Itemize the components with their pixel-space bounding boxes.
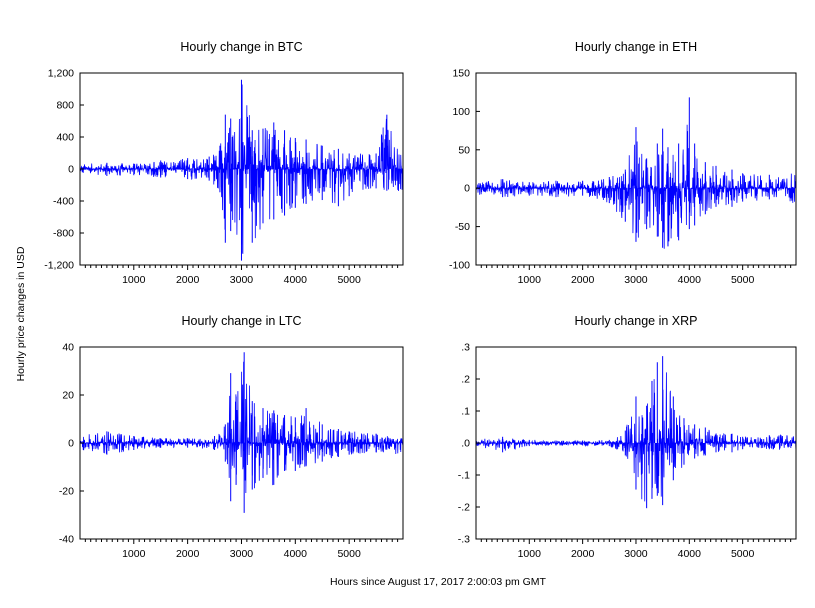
eth-xtick-label-0: 1000 <box>518 274 542 286</box>
btc-xtick-label-4: 5000 <box>337 274 361 286</box>
xrp-ytick-label-2: -.1 <box>458 470 470 482</box>
xrp-ytick-label-5: .2 <box>461 374 470 386</box>
eth-xtick-label-4: 5000 <box>731 274 755 286</box>
ltc-ytick-label-2: 0 <box>68 438 74 450</box>
ltc-xtick-label-3: 4000 <box>284 548 308 560</box>
panels: Hourly change in BTC-1,200-800-400040080… <box>44 40 797 560</box>
xrp-xtick-label-4: 5000 <box>731 548 755 560</box>
xrp-xtick-label-3: 4000 <box>678 548 702 560</box>
panel-xrp: Hourly change in XRP -.3 -.2 -.1 .0 .1 .2 .3 100… <box>458 314 797 560</box>
xrp-ytick-label-6: .3 <box>461 342 470 354</box>
panel-btc: Hourly change in BTC -1,200 -800 -400 0 400 80… <box>44 40 404 286</box>
eth-title: Hourly change in ETH <box>575 40 697 54</box>
eth-ytick-label-1: -50 <box>455 221 470 233</box>
eth-xtick-label-1: 2000 <box>571 274 595 286</box>
btc-ytick-label-3: 0 <box>68 164 74 176</box>
xrp-xtick-label-2: 3000 <box>624 548 648 560</box>
ltc-xtick-label-0: 1000 <box>122 548 146 560</box>
eth-ytick-label-4: 100 <box>452 106 470 118</box>
btc-ytick-label-4: 400 <box>56 132 74 144</box>
btc-title: Hourly change in BTC <box>180 40 302 54</box>
eth-ytick-label-5: 150 <box>452 68 470 80</box>
ltc-title: Hourly change in LTC <box>182 314 302 328</box>
eth-xtick-label-2: 3000 <box>624 274 648 286</box>
ltc-xtick-label-1: 2000 <box>176 548 200 560</box>
btc-xtick-label-0: 1000 <box>122 274 146 286</box>
btc-ytick-label-6: 1,200 <box>48 68 74 80</box>
ltc-ytick-label-1: -20 <box>59 486 74 498</box>
xrp-ytick-label-1: -.2 <box>458 502 470 514</box>
btc-ytick-label-0: -1,200 <box>44 260 74 272</box>
xrp-ytick-label-3: .0 <box>461 438 470 450</box>
ltc-series-line <box>80 361 403 493</box>
xrp-xtick-label-0: 1000 <box>518 548 542 560</box>
btc-xtick-label-3: 4000 <box>284 274 308 286</box>
btc-xtick-label-2: 3000 <box>230 274 254 286</box>
eth-ytick-label-0: -100 <box>449 260 470 272</box>
panel-ltc: Hourly change in LTC -40 -20 0 20 40 1000 2000 3… <box>59 314 404 560</box>
xrp-title: Hourly change in XRP <box>575 314 698 328</box>
panel-eth: Hourly change in ETH -100 -50 0 50 100 150 1000… <box>449 40 797 286</box>
eth-xtick-label-3: 4000 <box>678 274 702 286</box>
ltc-ytick-label-3: 20 <box>62 390 74 402</box>
ltc-xtick-label-2: 3000 <box>230 548 254 560</box>
xrp-ytick-label-4: .1 <box>461 406 470 418</box>
xrp-ytick-label-0: -.3 <box>458 534 470 546</box>
ltc-ytick-label-4: 40 <box>62 342 74 354</box>
btc-ytick-label-1: -800 <box>53 228 74 240</box>
figure-xlabel: Hours since August 17, 2017 2:00:03 pm G… <box>330 576 547 588</box>
ltc-xtick-label-4: 5000 <box>337 548 361 560</box>
figure-ylabel: Hourly price changes in USD <box>15 246 27 381</box>
btc-xtick-label-1: 2000 <box>176 274 200 286</box>
btc-ytick-label-2: -400 <box>53 196 74 208</box>
btc-ytick-label-5: 800 <box>56 100 74 112</box>
eth-ytick-label-2: 0 <box>464 183 470 195</box>
eth-ytick-label-3: 50 <box>458 144 470 156</box>
ltc-ytick-label-0: -40 <box>59 534 74 546</box>
xrp-xtick-label-1: 2000 <box>571 548 595 560</box>
